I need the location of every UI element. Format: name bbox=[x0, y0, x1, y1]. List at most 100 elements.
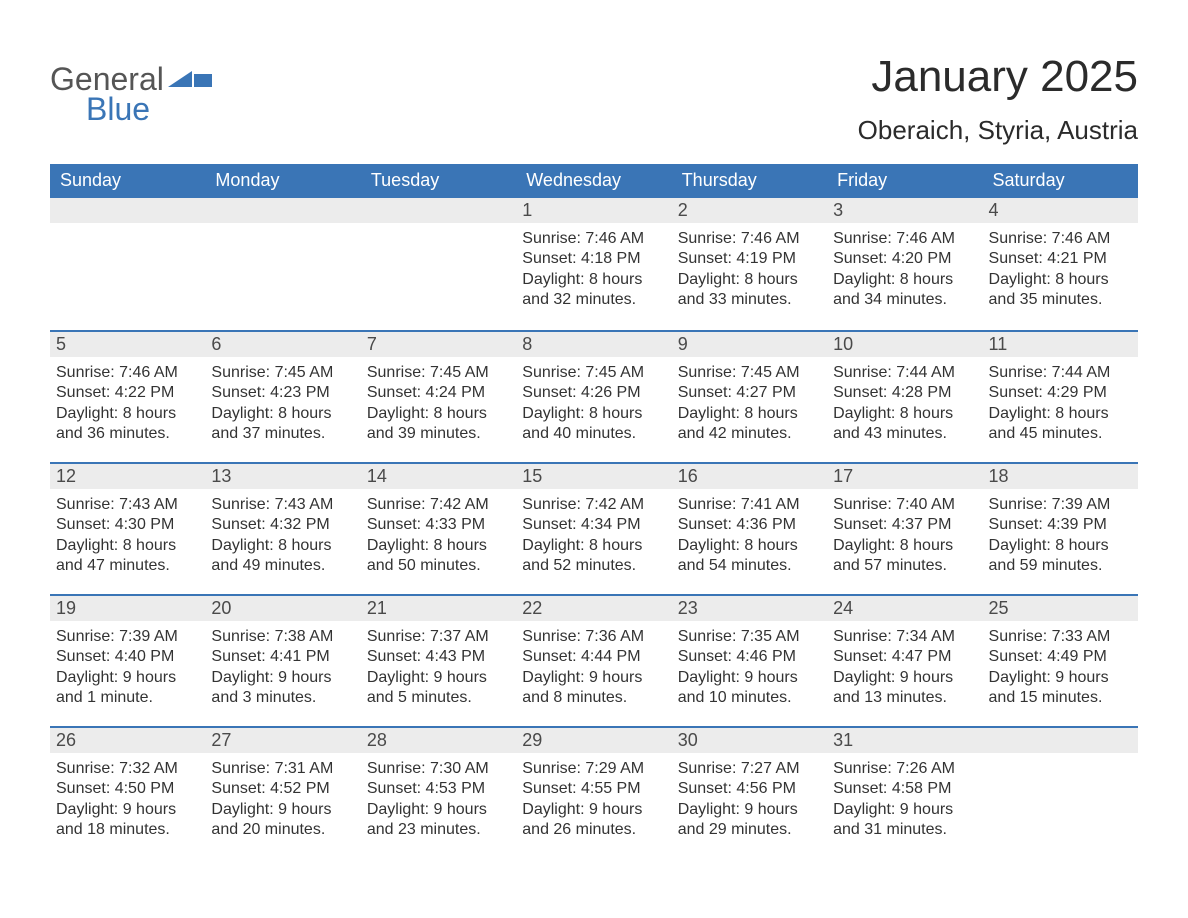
calendar: Sunday Monday Tuesday Wednesday Thursday… bbox=[50, 164, 1138, 858]
day-body: Sunrise: 7:35 AMSunset: 4:46 PMDaylight:… bbox=[672, 621, 827, 709]
daylight2-text: and 47 minutes. bbox=[56, 556, 199, 576]
sunrise-text: Sunrise: 7:39 AM bbox=[56, 627, 199, 647]
day-body: Sunrise: 7:45 AMSunset: 4:27 PMDaylight:… bbox=[672, 357, 827, 445]
day-cell: 31Sunrise: 7:26 AMSunset: 4:58 PMDayligh… bbox=[827, 728, 982, 858]
weekday-header: Sunday bbox=[50, 164, 205, 198]
sunset-text: Sunset: 4:27 PM bbox=[678, 383, 821, 403]
day-number: 14 bbox=[361, 464, 516, 489]
day-cell: 20Sunrise: 7:38 AMSunset: 4:41 PMDayligh… bbox=[205, 596, 360, 726]
day-cell: 12Sunrise: 7:43 AMSunset: 4:30 PMDayligh… bbox=[50, 464, 205, 594]
location: Oberaich, Styria, Austria bbox=[858, 115, 1138, 146]
day-number: 24 bbox=[827, 596, 982, 621]
daylight1-text: Daylight: 9 hours bbox=[522, 668, 665, 688]
sunrise-text: Sunrise: 7:29 AM bbox=[522, 759, 665, 779]
weekday-header: Wednesday bbox=[516, 164, 671, 198]
daylight1-text: Daylight: 8 hours bbox=[989, 404, 1132, 424]
sunset-text: Sunset: 4:23 PM bbox=[211, 383, 354, 403]
daylight2-text: and 1 minute. bbox=[56, 688, 199, 708]
sunrise-text: Sunrise: 7:42 AM bbox=[522, 495, 665, 515]
sunrise-text: Sunrise: 7:39 AM bbox=[989, 495, 1132, 515]
day-body: Sunrise: 7:32 AMSunset: 4:50 PMDaylight:… bbox=[50, 753, 205, 841]
day-cell: 29Sunrise: 7:29 AMSunset: 4:55 PMDayligh… bbox=[516, 728, 671, 858]
day-number bbox=[205, 198, 360, 223]
day-number: 25 bbox=[983, 596, 1138, 621]
daylight1-text: Daylight: 9 hours bbox=[211, 668, 354, 688]
daylight2-text: and 37 minutes. bbox=[211, 424, 354, 444]
day-number: 23 bbox=[672, 596, 827, 621]
daylight1-text: Daylight: 8 hours bbox=[522, 404, 665, 424]
day-number: 17 bbox=[827, 464, 982, 489]
day-number: 29 bbox=[516, 728, 671, 753]
day-body: Sunrise: 7:42 AMSunset: 4:33 PMDaylight:… bbox=[361, 489, 516, 577]
day-number: 15 bbox=[516, 464, 671, 489]
day-body: Sunrise: 7:38 AMSunset: 4:41 PMDaylight:… bbox=[205, 621, 360, 709]
weeks-container: 1Sunrise: 7:46 AMSunset: 4:18 PMDaylight… bbox=[50, 198, 1138, 858]
daylight2-text: and 35 minutes. bbox=[989, 290, 1132, 310]
day-cell: 28Sunrise: 7:30 AMSunset: 4:53 PMDayligh… bbox=[361, 728, 516, 858]
daylight1-text: Daylight: 8 hours bbox=[367, 404, 510, 424]
month-title: January 2025 bbox=[858, 55, 1138, 99]
day-cell bbox=[361, 198, 516, 330]
sunrise-text: Sunrise: 7:41 AM bbox=[678, 495, 821, 515]
header: General Blue January 2025 Oberaich, Styr… bbox=[50, 55, 1138, 146]
sunset-text: Sunset: 4:53 PM bbox=[367, 779, 510, 799]
sunrise-text: Sunrise: 7:46 AM bbox=[833, 229, 976, 249]
sunset-text: Sunset: 4:44 PM bbox=[522, 647, 665, 667]
sunset-text: Sunset: 4:29 PM bbox=[989, 383, 1132, 403]
daylight1-text: Daylight: 9 hours bbox=[678, 800, 821, 820]
sunset-text: Sunset: 4:22 PM bbox=[56, 383, 199, 403]
brand-logo: General Blue bbox=[50, 63, 212, 125]
daylight1-text: Daylight: 8 hours bbox=[678, 270, 821, 290]
sunset-text: Sunset: 4:43 PM bbox=[367, 647, 510, 667]
sunset-text: Sunset: 4:47 PM bbox=[833, 647, 976, 667]
daylight1-text: Daylight: 8 hours bbox=[678, 536, 821, 556]
day-number: 19 bbox=[50, 596, 205, 621]
daylight1-text: Daylight: 9 hours bbox=[989, 668, 1132, 688]
day-cell bbox=[983, 728, 1138, 858]
day-cell: 1Sunrise: 7:46 AMSunset: 4:18 PMDaylight… bbox=[516, 198, 671, 330]
day-body: Sunrise: 7:26 AMSunset: 4:58 PMDaylight:… bbox=[827, 753, 982, 841]
page: General Blue January 2025 Oberaich, Styr… bbox=[0, 0, 1188, 898]
daylight2-text: and 15 minutes. bbox=[989, 688, 1132, 708]
day-body: Sunrise: 7:33 AMSunset: 4:49 PMDaylight:… bbox=[983, 621, 1138, 709]
day-number: 4 bbox=[983, 198, 1138, 223]
day-number: 5 bbox=[50, 332, 205, 357]
sunset-text: Sunset: 4:21 PM bbox=[989, 249, 1132, 269]
day-number: 22 bbox=[516, 596, 671, 621]
daylight2-text: and 3 minutes. bbox=[211, 688, 354, 708]
day-cell: 8Sunrise: 7:45 AMSunset: 4:26 PMDaylight… bbox=[516, 332, 671, 462]
day-cell: 2Sunrise: 7:46 AMSunset: 4:19 PMDaylight… bbox=[672, 198, 827, 330]
day-cell: 16Sunrise: 7:41 AMSunset: 4:36 PMDayligh… bbox=[672, 464, 827, 594]
day-body: Sunrise: 7:29 AMSunset: 4:55 PMDaylight:… bbox=[516, 753, 671, 841]
daylight1-text: Daylight: 8 hours bbox=[367, 536, 510, 556]
sunrise-text: Sunrise: 7:46 AM bbox=[989, 229, 1132, 249]
week-row: 19Sunrise: 7:39 AMSunset: 4:40 PMDayligh… bbox=[50, 594, 1138, 726]
day-number: 8 bbox=[516, 332, 671, 357]
daylight1-text: Daylight: 9 hours bbox=[678, 668, 821, 688]
sunrise-text: Sunrise: 7:34 AM bbox=[833, 627, 976, 647]
daylight1-text: Daylight: 8 hours bbox=[211, 536, 354, 556]
sunrise-text: Sunrise: 7:38 AM bbox=[211, 627, 354, 647]
daylight2-text: and 59 minutes. bbox=[989, 556, 1132, 576]
weekday-header: Monday bbox=[205, 164, 360, 198]
daylight2-text: and 52 minutes. bbox=[522, 556, 665, 576]
day-number: 27 bbox=[205, 728, 360, 753]
day-body: Sunrise: 7:46 AMSunset: 4:21 PMDaylight:… bbox=[983, 223, 1138, 311]
day-number: 13 bbox=[205, 464, 360, 489]
day-cell: 22Sunrise: 7:36 AMSunset: 4:44 PMDayligh… bbox=[516, 596, 671, 726]
sunrise-text: Sunrise: 7:31 AM bbox=[211, 759, 354, 779]
sunrise-text: Sunrise: 7:30 AM bbox=[367, 759, 510, 779]
day-cell: 4Sunrise: 7:46 AMSunset: 4:21 PMDaylight… bbox=[983, 198, 1138, 330]
sunrise-text: Sunrise: 7:46 AM bbox=[678, 229, 821, 249]
sunset-text: Sunset: 4:32 PM bbox=[211, 515, 354, 535]
day-number bbox=[50, 198, 205, 223]
sunrise-text: Sunrise: 7:46 AM bbox=[522, 229, 665, 249]
day-number: 11 bbox=[983, 332, 1138, 357]
sunrise-text: Sunrise: 7:45 AM bbox=[367, 363, 510, 383]
daylight2-text: and 23 minutes. bbox=[367, 820, 510, 840]
sunset-text: Sunset: 4:49 PM bbox=[989, 647, 1132, 667]
sunrise-text: Sunrise: 7:33 AM bbox=[989, 627, 1132, 647]
daylight1-text: Daylight: 8 hours bbox=[989, 536, 1132, 556]
weekday-header-row: Sunday Monday Tuesday Wednesday Thursday… bbox=[50, 164, 1138, 198]
sunset-text: Sunset: 4:39 PM bbox=[989, 515, 1132, 535]
